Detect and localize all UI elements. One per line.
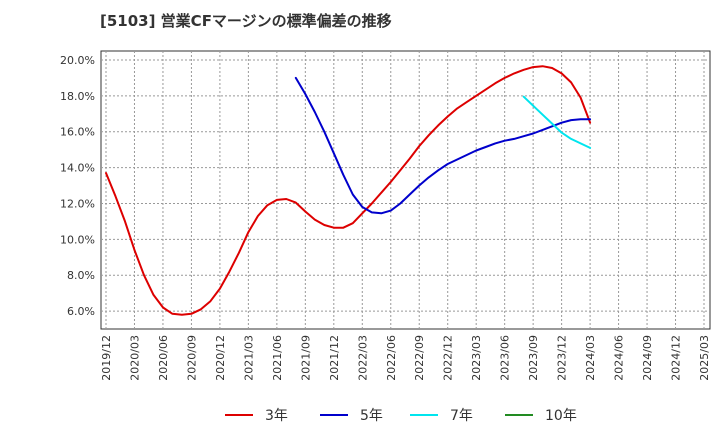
series-line-2: [294, 76, 592, 215]
x-axis-ticks: 2019/12 2020/03 2020/06 2020/09 2020/12 2021/…: [100, 335, 711, 381]
x-tick-label: 2022/06: [385, 335, 398, 381]
legend-label-5y: 5年: [360, 408, 383, 424]
y-tick-label: 8.0%: [67, 269, 95, 282]
y-tick-label: 16.0%: [60, 126, 95, 139]
legend-label-3y: 3年: [265, 408, 288, 424]
legend-label-7y: 7年: [450, 408, 473, 424]
x-tick-label: 2023/06: [499, 335, 512, 381]
x-tick-label: 2020/09: [185, 335, 198, 381]
x-tick-label: 2022/09: [413, 335, 426, 381]
y-tick-label: 14.0%: [60, 162, 95, 175]
plot-area: [100, 50, 711, 330]
x-tick-label: 2020/12: [214, 335, 227, 381]
legend-item-3y: 3年: [225, 404, 288, 426]
x-tick-label: 2024/12: [670, 335, 683, 381]
legend-item-5y: 5年: [320, 404, 383, 426]
x-tick-label: 2020/03: [128, 335, 141, 381]
legend-item-10y: 10年: [505, 404, 577, 426]
legend-swatch-7y: [410, 414, 438, 416]
y-tick-label: 10.0%: [60, 233, 95, 246]
legend-label-10y: 10年: [545, 408, 577, 424]
x-tick-label: 2019/12: [100, 335, 113, 381]
x-tick-label: 2024/03: [584, 335, 597, 381]
legend-item-7y: 7年: [410, 404, 473, 426]
y-tick-label: 6.0%: [67, 305, 95, 318]
series-lines: [105, 65, 592, 316]
series-line-3: [522, 95, 592, 149]
x-tick-label: 2024/09: [641, 335, 654, 381]
y-tick-label: 12.0%: [60, 197, 95, 210]
x-tick-label: 2021/03: [242, 335, 255, 381]
x-tick-label: 2021/06: [271, 335, 284, 381]
x-tick-label: 2022/03: [356, 335, 369, 381]
legend-swatch-10y: [505, 414, 533, 416]
y-axis-ticks: 6.0% 8.0% 10.0% 12.0% 14.0% 16.0% 18.0% 20.0%: [60, 54, 95, 318]
series-line-1: [105, 65, 592, 316]
legend-swatch-3y: [225, 414, 253, 416]
chart-title: [5103] 営業CFマージンの標準偏差の推移: [100, 12, 392, 30]
x-tick-label: 2021/09: [299, 335, 312, 381]
x-tick-label: 2023/09: [527, 335, 540, 381]
x-tick-label: 2023/03: [470, 335, 483, 381]
legend: 3年 5年 7年 10年: [0, 404, 720, 426]
x-tick-label: 2023/12: [556, 335, 569, 381]
x-tick-label: 2024/06: [613, 335, 626, 381]
x-tick-label: 2021/12: [328, 335, 341, 381]
grid-lines: [101, 51, 710, 329]
x-tick-label: 2020/06: [157, 335, 170, 381]
x-tick-label: 2022/12: [442, 335, 455, 381]
y-tick-label: 18.0%: [60, 90, 95, 103]
x-tick-label: 2025/03: [698, 335, 711, 381]
y-tick-label: 20.0%: [60, 54, 95, 67]
legend-swatch-5y: [320, 414, 348, 416]
